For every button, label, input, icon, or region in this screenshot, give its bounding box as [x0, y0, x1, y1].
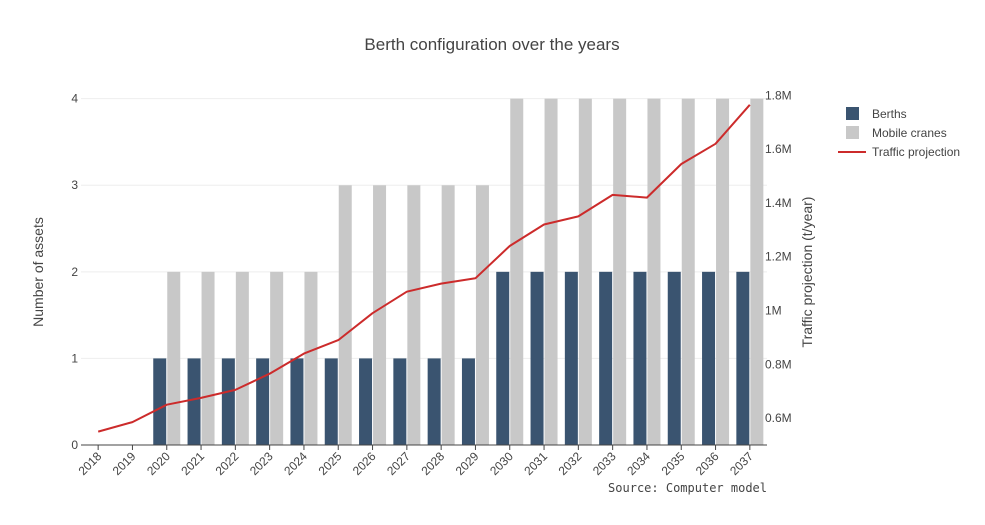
bar-mobile-cranes-2025 — [338, 185, 352, 445]
bar-mobile-cranes-2034 — [647, 98, 661, 445]
y2-axis-title: Traffic projection (t/year) — [799, 197, 815, 348]
y-tick-label: 3 — [71, 178, 78, 192]
legend-label-berths: Berths — [872, 107, 907, 121]
bar-mobile-cranes-2035 — [681, 98, 695, 445]
chart-title: Berth configuration over the years — [364, 35, 619, 54]
y-axis-title: Number of assets — [30, 217, 46, 327]
bar-mobile-cranes-2021 — [201, 271, 215, 445]
bar-berths-2032 — [564, 271, 578, 445]
y-tick-label: 2 — [71, 265, 78, 279]
bar-berths-2036 — [702, 271, 716, 445]
legend-item-mobile-cranes[interactable]: Mobile cranes — [846, 126, 947, 140]
bar-berths-2024 — [290, 358, 304, 445]
y2-tick-label: 1.6M — [765, 142, 792, 156]
bar-berths-2029 — [461, 358, 475, 445]
legend-swatch-mobile-cranes — [846, 126, 859, 139]
y2-tick-labels: 0.6M 0.8M 1M 1.2M 1.4M 1.6M 1.8M — [765, 88, 792, 425]
bar-berths-2027 — [393, 358, 407, 445]
bar-berths-2021 — [187, 358, 201, 445]
bar-berths-2031 — [530, 271, 544, 445]
bar-mobile-cranes-2027 — [407, 185, 421, 445]
bar-mobile-cranes-2029 — [475, 185, 489, 445]
legend-swatch-berths — [846, 107, 859, 120]
bar-mobile-cranes-2031 — [544, 98, 558, 445]
bar-berths-2030 — [496, 271, 510, 445]
axes — [81, 444, 767, 450]
bar-mobile-cranes-2032 — [578, 98, 592, 445]
bar-mobile-cranes-2023 — [270, 271, 284, 445]
bar-mobile-cranes-2030 — [510, 98, 524, 445]
bar-mobile-cranes-2020 — [167, 271, 181, 445]
y2-tick-label: 0.6M — [765, 411, 792, 425]
y2-tick-label: 1.8M — [765, 88, 792, 102]
bar-berths-2033 — [599, 271, 613, 445]
bar-berths-2026 — [359, 358, 373, 445]
bar-berths-2037 — [736, 271, 750, 445]
y2-tick-label: 0.8M — [765, 357, 792, 371]
bar-berths-2025 — [324, 358, 338, 445]
legend-label-traffic-projection: Traffic projection — [872, 145, 960, 159]
line-marks — [97, 104, 751, 433]
legend-label-mobile-cranes: Mobile cranes — [872, 126, 947, 140]
bar-berths-2035 — [667, 271, 681, 445]
bar-mobile-cranes-2036 — [716, 98, 730, 445]
legend: Berths Mobile cranes Traffic projection — [838, 107, 960, 159]
bar-mobile-cranes-2028 — [441, 185, 455, 445]
legend-item-traffic-projection[interactable]: Traffic projection — [838, 145, 960, 159]
y2-tick-label: 1M — [765, 304, 782, 318]
y-tick-label: 1 — [71, 351, 78, 365]
bar-mobile-cranes-2037 — [750, 98, 764, 445]
legend-item-berths[interactable]: Berths — [846, 107, 907, 121]
bar-berths-2034 — [633, 271, 647, 445]
bar-berths-2028 — [427, 358, 441, 445]
y-tick-label: 0 — [71, 438, 78, 452]
y2-tick-label: 1.4M — [765, 196, 792, 210]
bar-berths-2022 — [221, 358, 235, 445]
bar-berths-2023 — [256, 358, 270, 445]
bar-mobile-cranes-2024 — [304, 271, 318, 445]
y-tick-label: 4 — [71, 92, 78, 106]
line-traffic-projection — [97, 104, 751, 433]
y2-tick-label: 1.2M — [765, 250, 792, 264]
bar-mobile-cranes-2026 — [373, 185, 387, 445]
bar-mobile-cranes-2033 — [613, 98, 627, 445]
bar-mobile-cranes-2022 — [235, 271, 249, 445]
bar-marks — [153, 98, 764, 445]
source-note: Source: Computer model — [608, 481, 767, 495]
y-tick-labels: 0 1 2 3 4 — [71, 92, 78, 452]
bar-berths-2020 — [153, 358, 167, 445]
